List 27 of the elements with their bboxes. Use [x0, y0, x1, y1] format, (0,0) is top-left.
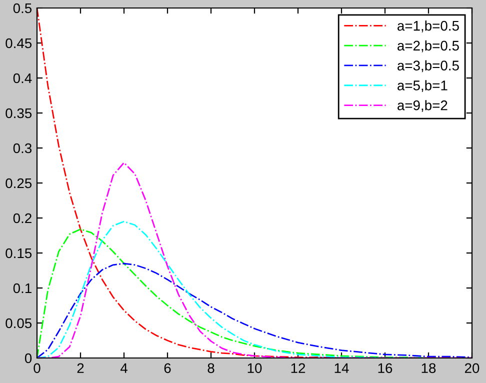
- x-tick-label: 4: [120, 363, 128, 373]
- x-tick-label: 12: [291, 363, 306, 373]
- x-tick-label: 18: [422, 363, 436, 374]
- legend-label: a=5,b=1: [398, 80, 448, 92]
- legend-label: a=1,b=0.5: [398, 20, 459, 32]
- x-tick-label: 14: [334, 363, 349, 373]
- x-tick-label: 10: [248, 363, 262, 374]
- legend-label: a=2,b=0.5: [398, 40, 459, 52]
- x-tick-label: 0: [34, 363, 40, 374]
- y-tick-label: 0.2: [13, 213, 32, 224]
- y-tick-label: 0.35: [6, 108, 32, 118]
- y-tick-label: 0.15: [6, 248, 32, 258]
- legend-label: a=3,b=0.5: [398, 60, 459, 72]
- y-tick-label: 0.1: [13, 283, 32, 294]
- y-tick-label: 0.25: [6, 178, 32, 188]
- y-tick-label: 0.5: [13, 3, 32, 14]
- y-tick-label: 0: [24, 353, 32, 364]
- x-tick-label: 16: [378, 363, 392, 374]
- y-tick-label: 0.45: [6, 38, 32, 48]
- x-tick-label: 8: [208, 363, 214, 374]
- x-tick-label: 6: [164, 363, 171, 374]
- x-tick-label: 2: [77, 363, 84, 373]
- y-tick-label: 0.05: [6, 318, 32, 328]
- legend-label: a=9,b=2: [398, 100, 448, 112]
- y-tick-label: 0.3: [13, 143, 32, 154]
- x-tick-label: 20: [464, 363, 480, 374]
- y-tick-label: 0.4: [13, 73, 32, 84]
